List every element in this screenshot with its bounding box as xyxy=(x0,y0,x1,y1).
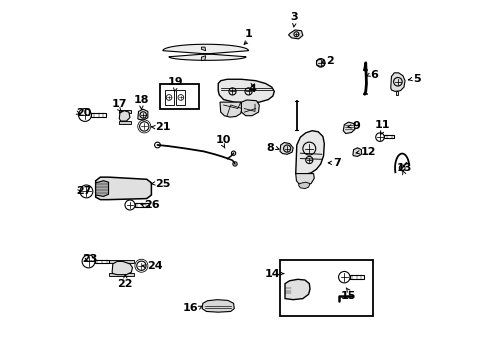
Polygon shape xyxy=(298,182,310,189)
Text: 27: 27 xyxy=(76,186,92,197)
Bar xyxy=(135,203,148,207)
Polygon shape xyxy=(202,300,234,312)
Bar xyxy=(165,90,173,105)
Text: 13: 13 xyxy=(396,163,412,173)
Polygon shape xyxy=(201,56,206,61)
Text: 1: 1 xyxy=(245,29,252,39)
Polygon shape xyxy=(96,181,109,197)
Bar xyxy=(384,135,394,138)
Bar xyxy=(207,304,211,310)
Polygon shape xyxy=(112,261,132,275)
Text: 21: 21 xyxy=(155,122,171,132)
Polygon shape xyxy=(289,30,303,39)
Polygon shape xyxy=(396,91,398,95)
Text: 17: 17 xyxy=(112,99,127,109)
Text: 6: 6 xyxy=(371,69,379,80)
Text: 25: 25 xyxy=(155,179,171,189)
Text: 18: 18 xyxy=(134,95,149,105)
Circle shape xyxy=(201,49,211,59)
Polygon shape xyxy=(96,177,151,200)
Text: 24: 24 xyxy=(147,261,162,271)
Text: 5: 5 xyxy=(413,74,420,84)
Bar xyxy=(176,90,185,105)
Polygon shape xyxy=(163,44,248,60)
Text: 11: 11 xyxy=(375,120,390,130)
Bar xyxy=(160,84,198,109)
Text: 20: 20 xyxy=(76,108,92,118)
Bar xyxy=(215,304,218,310)
Polygon shape xyxy=(317,59,324,66)
Polygon shape xyxy=(343,122,355,134)
Polygon shape xyxy=(201,47,206,51)
Bar xyxy=(350,275,364,279)
Polygon shape xyxy=(353,148,362,157)
Text: 4: 4 xyxy=(249,84,257,94)
Text: 26: 26 xyxy=(144,200,160,210)
Text: 22: 22 xyxy=(118,279,133,289)
Text: 3: 3 xyxy=(291,12,298,22)
Text: 12: 12 xyxy=(361,147,377,157)
Text: 9: 9 xyxy=(352,121,360,131)
Bar xyxy=(92,113,106,117)
Text: 15: 15 xyxy=(340,291,356,301)
Text: 19: 19 xyxy=(168,77,183,87)
Polygon shape xyxy=(218,79,274,103)
Text: 10: 10 xyxy=(216,135,231,145)
Polygon shape xyxy=(220,102,242,117)
Text: 7: 7 xyxy=(334,158,342,168)
Polygon shape xyxy=(296,131,324,175)
Bar xyxy=(109,273,134,276)
Text: 8: 8 xyxy=(267,143,274,153)
Bar xyxy=(109,260,134,263)
Bar xyxy=(285,284,292,295)
Polygon shape xyxy=(242,100,259,116)
Polygon shape xyxy=(138,109,148,120)
Text: 2: 2 xyxy=(326,57,334,66)
Polygon shape xyxy=(119,111,130,121)
Polygon shape xyxy=(391,73,405,91)
Bar xyxy=(119,110,131,113)
Polygon shape xyxy=(296,174,314,185)
Bar xyxy=(119,121,131,123)
Polygon shape xyxy=(285,279,310,300)
Polygon shape xyxy=(280,143,293,154)
Text: 16: 16 xyxy=(182,303,198,313)
Bar xyxy=(223,304,227,310)
Text: 14: 14 xyxy=(265,269,280,279)
Text: 23: 23 xyxy=(82,254,98,264)
Bar xyxy=(280,260,373,316)
Bar xyxy=(95,260,109,263)
